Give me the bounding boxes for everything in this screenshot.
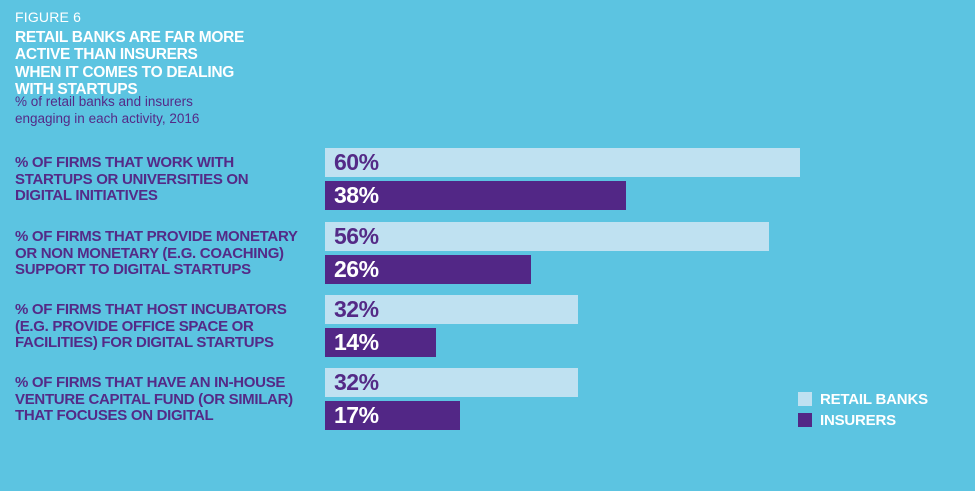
category-label-line: STARTUPS OR UNIVERSITIES ON [15,170,249,188]
category-label-line: % OF FIRMS THAT HAVE AN IN-HOUSE [15,374,286,391]
figure-title-line: RETAIL BANKS ARE FAR MORE [15,29,245,46]
bar-group: 32% 17% [325,368,578,430]
category-label-line: (E.G. PROVIDE OFFICE SPACE OR [15,317,254,335]
figure-title-line: WHEN IT COMES TO DEALING [15,63,234,81]
bar-retail-banks: 56% [325,222,769,251]
bar-insurers: 38% [325,181,626,210]
category-label-line: VENTURE CAPITAL FUND (OR SIMILAR) [15,390,293,408]
bar-group: 56% 26% [325,222,769,284]
retail-banks-swatch-icon [798,392,812,406]
figure-title-line: WITH STARTUPS [15,81,138,99]
figure-subtitle-line: engaging in each activity, 2016 [15,111,200,126]
category-label: % OF FIRMS THAT HOST INCUBATORS (E.G. PR… [15,301,320,352]
chart-row: % OF FIRMS THAT WORK WITH STARTUPS OR UN… [0,148,975,210]
category-label: % OF FIRMS THAT HAVE AN IN-HOUSE VENTURE… [15,374,320,425]
category-label-line: % OF FIRMS THAT HOST INCUBATORS [15,301,287,318]
figure-number: FIGURE 6 [15,9,82,25]
legend: RETAIL BANKS INSURERS [798,390,928,434]
bar-insurers: 26% [325,255,531,284]
legend-label: RETAIL BANKS [820,390,928,408]
bar-group: 32% 14% [325,295,578,357]
category-label-line: SUPPORT TO DIGITAL STARTUPS [15,261,251,279]
category-label-line: % OF FIRMS THAT WORK WITH [15,154,234,171]
bar-group: 60% 38% [325,148,800,210]
bar-insurers: 14% [325,328,436,357]
legend-label: INSURERS [820,411,896,429]
bar-retail-banks: 32% [325,295,578,324]
bar-retail-banks: 60% [325,148,800,177]
category-label-line: OR NON MONETARY (E.G. COACHING) [15,244,284,262]
figure-title: RETAIL BANKS ARE FAR MORE ACTIVE THAN IN… [15,29,244,99]
legend-item-insurers: INSURERS [798,411,928,429]
chart-row: % OF FIRMS THAT HAVE AN IN-HOUSE VENTURE… [0,368,975,430]
category-label: % OF FIRMS THAT PROVIDE MONETARY OR NON … [15,228,320,279]
chart-row: % OF FIRMS THAT PROVIDE MONETARY OR NON … [0,222,975,284]
insurers-swatch-icon [798,413,812,427]
category-label-line: % OF FIRMS THAT PROVIDE MONETARY [15,228,298,245]
figure-subtitle: % of retail banks and insurers engaging … [15,93,199,127]
bar-insurers: 17% [325,401,460,430]
chart-row: % OF FIRMS THAT HOST INCUBATORS (E.G. PR… [0,295,975,357]
legend-item-retail-banks: RETAIL BANKS [798,390,928,408]
bar-retail-banks: 32% [325,368,578,397]
category-label-line: FACILITIES) FOR DIGITAL STARTUPS [15,334,274,352]
category-label: % OF FIRMS THAT WORK WITH STARTUPS OR UN… [15,154,320,205]
figure-title-line: ACTIVE THAN INSURERS [15,46,198,64]
category-label-line: THAT FOCUSES ON DIGITAL [15,407,214,425]
category-label-line: DIGITAL INITIATIVES [15,187,158,205]
figure-subtitle-line: % of retail banks and insurers [15,94,193,109]
